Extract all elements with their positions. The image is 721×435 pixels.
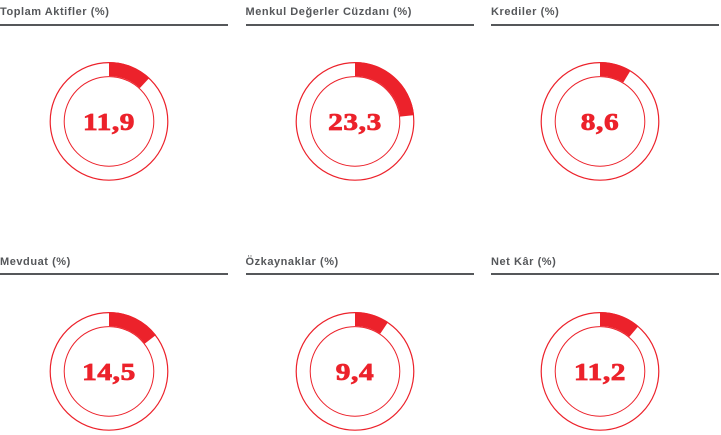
svg-text:11,2: 11,2 bbox=[574, 358, 626, 385]
svg-text:11,9: 11,9 bbox=[83, 109, 135, 136]
svg-text:23,3: 23,3 bbox=[328, 109, 382, 136]
svg-text:8,6: 8,6 bbox=[581, 109, 619, 136]
svg-text:9,4: 9,4 bbox=[335, 358, 373, 385]
svg-text:14,5: 14,5 bbox=[82, 358, 136, 385]
